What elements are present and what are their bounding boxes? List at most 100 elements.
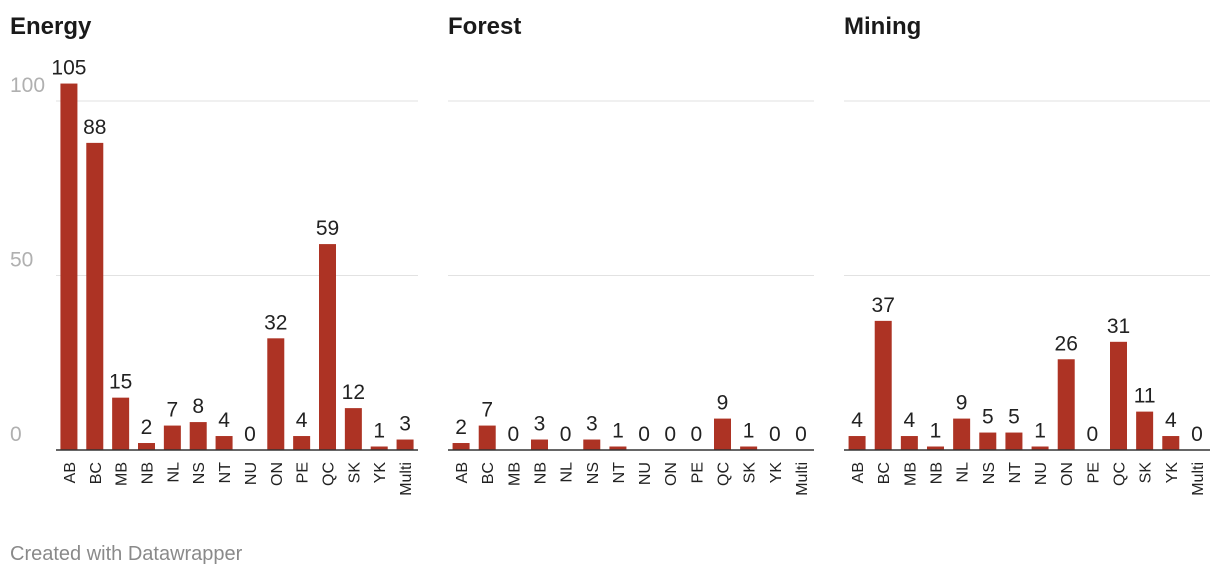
- mining-x-tick-mb: MB: [902, 462, 919, 486]
- forest-bar-sk: [740, 446, 758, 450]
- forest-value-label-nl: 0: [560, 423, 572, 446]
- forest-bar-ns: [583, 439, 601, 450]
- forest-x-tick-sk: SK: [742, 462, 759, 484]
- mining-x-tick-ab: AB: [850, 462, 867, 483]
- energy-x-tick-multi: Multi: [398, 462, 415, 496]
- mining-x-tick-yk: YK: [1164, 462, 1181, 484]
- energy-value-label-sk: 12: [342, 381, 365, 404]
- mining-bar-ab: [848, 436, 866, 450]
- forest-bar-nb: [531, 439, 548, 450]
- mining-value-label-nt: 5: [1008, 406, 1020, 429]
- forest-x-tick-mb: MB: [506, 462, 523, 486]
- y-tick-label-100: 100: [10, 74, 45, 97]
- mining-panel-title: Mining: [844, 13, 921, 40]
- energy-bar-multi: [396, 439, 414, 450]
- forest-x-tick-multi: Multi: [794, 462, 811, 496]
- energy-value-label-ab: 105: [51, 57, 86, 80]
- forest-x-tick-nt: NT: [611, 462, 628, 484]
- chart-canvas: Energy050100105AB88BC15MB2NB7NL8NS4NT0NU…: [10, 13, 1210, 496]
- mining-x-tick-sk: SK: [1138, 462, 1155, 484]
- forest-value-label-ns: 3: [586, 413, 598, 436]
- mining-value-label-mb: 4: [904, 409, 916, 432]
- mining-value-label-multi: 0: [1191, 423, 1203, 446]
- forest-value-label-pe: 0: [691, 423, 703, 446]
- forest-value-label-mb: 0: [508, 423, 520, 446]
- forest-x-tick-yk: YK: [768, 462, 785, 484]
- energy-value-label-nu: 0: [244, 423, 256, 446]
- forest-bar-ab: [452, 443, 470, 450]
- forest-bar-bc: [478, 425, 496, 450]
- mining-x-tick-qc: QC: [1112, 462, 1129, 486]
- energy-bar-on: [267, 338, 285, 450]
- energy-value-label-nt: 4: [218, 409, 230, 432]
- forest-x-tick-pe: PE: [689, 462, 706, 483]
- forest-value-label-qc: 9: [717, 392, 729, 415]
- forest-panel-title: Forest: [448, 13, 521, 40]
- mining-bar-nl: [953, 418, 971, 450]
- mining-value-label-nb: 1: [930, 420, 942, 443]
- forest-value-label-sk: 1: [743, 420, 755, 443]
- energy-bar-qc: [319, 244, 336, 450]
- energy-x-tick-nl: NL: [165, 462, 182, 483]
- mining-value-label-on: 26: [1055, 332, 1078, 355]
- energy-panel-title: Energy: [10, 13, 92, 40]
- energy-x-tick-mb: MB: [114, 462, 131, 486]
- mining-bar-yk: [1162, 436, 1180, 450]
- mining-x-tick-nt: NT: [1007, 462, 1024, 484]
- energy-bar-pe: [293, 436, 311, 450]
- energy-bar-nl: [163, 425, 181, 450]
- forest-bar-qc: [714, 418, 731, 450]
- y-tick-label-50: 50: [10, 249, 33, 272]
- mining-value-label-ns: 5: [982, 406, 994, 429]
- energy-value-label-nb: 2: [141, 416, 153, 439]
- mining-x-tick-nu: NU: [1033, 462, 1050, 485]
- energy-x-tick-ns: NS: [191, 462, 208, 484]
- mining-value-label-nu: 1: [1034, 420, 1046, 443]
- forest-x-tick-bc: BC: [480, 462, 497, 484]
- mining-value-label-ab: 4: [851, 409, 863, 432]
- mining-value-label-bc: 37: [872, 294, 895, 317]
- forest-bar-nt: [609, 446, 627, 450]
- energy-x-tick-nu: NU: [243, 462, 260, 485]
- mining-value-label-nl: 9: [956, 392, 968, 415]
- forest-x-tick-ns: NS: [585, 462, 602, 484]
- mining-x-tick-bc: BC: [876, 462, 893, 484]
- energy-bar-nb: [138, 443, 155, 450]
- energy-bar-sk: [344, 408, 362, 450]
- mining-x-tick-on: ON: [1059, 462, 1076, 486]
- energy-value-label-mb: 15: [109, 371, 132, 394]
- forest-x-tick-nu: NU: [637, 462, 654, 485]
- energy-value-label-yk: 1: [373, 420, 385, 443]
- forest-value-label-bc: 7: [481, 399, 493, 422]
- forest-value-label-nu: 0: [638, 423, 650, 446]
- mining-bar-ns: [979, 432, 997, 450]
- energy-bar-yk: [370, 446, 388, 450]
- forest-value-label-yk: 0: [769, 423, 781, 446]
- energy-x-tick-nt: NT: [217, 462, 234, 484]
- energy-value-label-pe: 4: [296, 409, 308, 432]
- mining-bar-nu: [1031, 446, 1049, 450]
- energy-x-tick-on: ON: [269, 462, 286, 486]
- energy-x-tick-ab: AB: [62, 462, 79, 483]
- mining-bar-qc: [1110, 341, 1127, 450]
- energy-bar-mb: [112, 397, 130, 450]
- y-tick-label-0: 0: [10, 423, 22, 446]
- mining-x-tick-nl: NL: [955, 462, 972, 483]
- mining-value-label-sk: 11: [1134, 385, 1156, 408]
- energy-value-label-ns: 8: [192, 395, 204, 418]
- energy-x-tick-sk: SK: [346, 462, 363, 484]
- energy-x-tick-yk: YK: [372, 462, 389, 484]
- mining-bar-bc: [874, 320, 892, 450]
- mining-x-tick-ns: NS: [981, 462, 998, 484]
- energy-bar-bc: [86, 142, 104, 450]
- energy-value-label-multi: 3: [399, 413, 411, 436]
- mining-x-tick-pe: PE: [1085, 462, 1102, 483]
- energy-value-label-on: 32: [264, 311, 287, 334]
- energy-x-tick-bc: BC: [88, 462, 105, 484]
- energy-value-label-bc: 88: [83, 116, 106, 139]
- energy-x-tick-nb: NB: [140, 462, 157, 484]
- energy-x-tick-pe: PE: [295, 462, 312, 483]
- forest-value-label-ab: 2: [455, 416, 467, 439]
- mining-x-tick-nb: NB: [929, 462, 946, 484]
- energy-bar-ns: [189, 422, 207, 450]
